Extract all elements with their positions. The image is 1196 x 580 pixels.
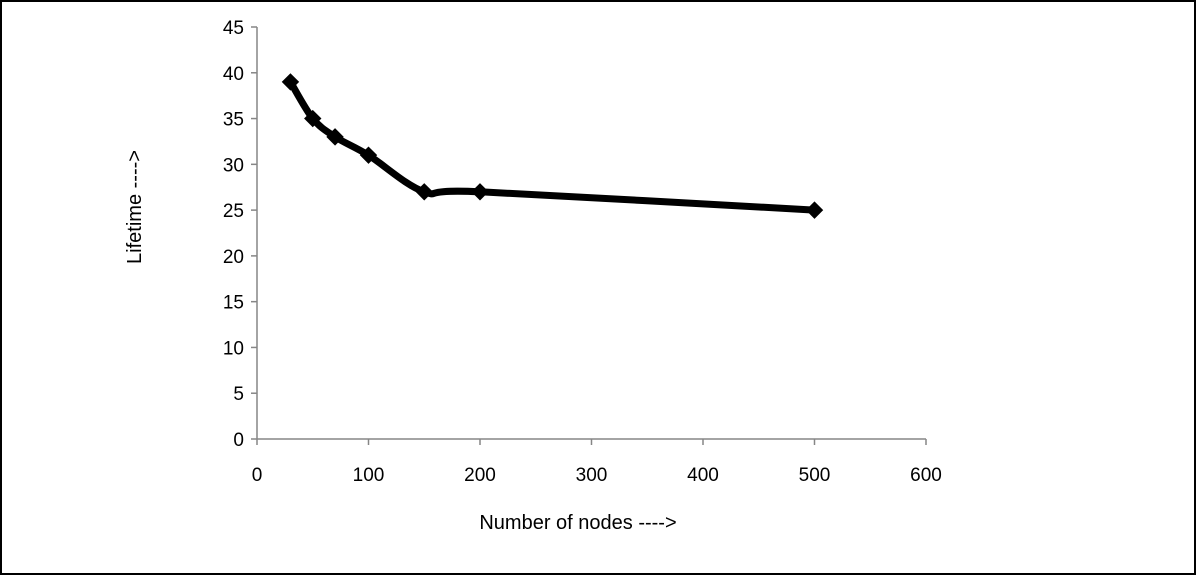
y-tick-label: 0 <box>233 430 244 451</box>
y-tick-label: 5 <box>233 384 244 405</box>
x-tick-label: 100 <box>353 465 385 486</box>
y-tick-label: 35 <box>223 110 244 131</box>
y-tick-label: 15 <box>223 293 244 314</box>
x-tick-label: 600 <box>910 465 942 486</box>
axes <box>251 26 927 445</box>
data-point-marker <box>805 201 824 219</box>
x-tick-label: 0 <box>252 465 263 486</box>
y-tick-label: 25 <box>223 201 244 222</box>
x-axis-label: Number of nodes ----> <box>479 512 676 534</box>
y-axis-label: Lifetime ----> <box>124 150 146 264</box>
x-tick-label: 300 <box>576 465 608 486</box>
y-tick-label: 20 <box>223 247 244 268</box>
y-tick-label: 45 <box>223 18 244 39</box>
data-point-marker <box>304 109 322 128</box>
x-tick-label: 400 <box>687 465 719 486</box>
y-tick-label: 40 <box>223 64 244 85</box>
tick-labels: 0 5 10 15 20 25 30 35 40 45 0 100 200 300 400 500 600 <box>223 18 942 486</box>
data-point-marker <box>326 128 344 146</box>
x-tick-label: 200 <box>464 465 496 486</box>
y-tick-label: 10 <box>223 338 244 359</box>
data-point-marker <box>281 73 300 91</box>
data-point-marker <box>359 146 378 164</box>
x-tick-label: 500 <box>799 465 831 486</box>
data-point-marker <box>415 183 433 201</box>
data-point-marker <box>471 183 489 201</box>
y-tick-label: 30 <box>223 155 244 176</box>
series-layer <box>281 73 824 219</box>
